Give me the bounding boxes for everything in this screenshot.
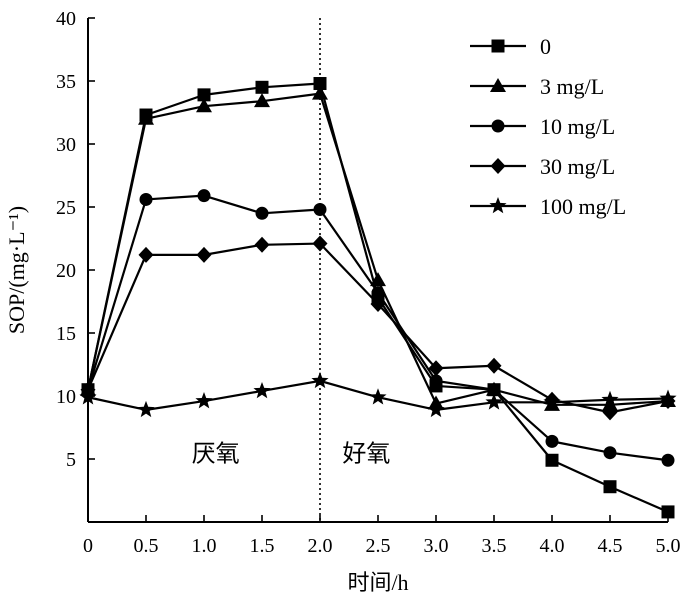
x-tick-label: 0.5 — [134, 535, 159, 557]
data-point-circle — [313, 203, 327, 217]
x-tick-label: 3.0 — [424, 535, 449, 557]
y-tick-label: 10 — [56, 386, 76, 408]
data-point-star — [79, 388, 97, 405]
legend-label: 10 mg/L — [540, 114, 615, 139]
data-point-circle — [139, 192, 153, 206]
series-line — [86, 92, 669, 406]
data-point-diamond — [370, 296, 386, 313]
x-tick-label: 1.5 — [250, 535, 275, 557]
data-point-star — [195, 392, 213, 409]
y-tick-label: 5 — [66, 449, 76, 471]
legend-item: 30 mg/L — [470, 154, 615, 179]
legend-marker-diamond — [490, 158, 506, 174]
data-point-circle — [429, 374, 443, 388]
data-point-diamond — [428, 360, 444, 377]
y-axis-title: SOP/(mg·L⁻¹) — [4, 206, 29, 334]
y-tick-label: 25 — [56, 197, 76, 219]
legend-item: 0 — [470, 34, 551, 59]
data-point-circle — [603, 446, 617, 460]
data-point-star — [485, 393, 503, 410]
x-tick-label: 2.5 — [366, 535, 391, 557]
data-point-star — [369, 388, 387, 405]
data-point-circle — [545, 434, 559, 448]
x-axis-title: 时间/h — [347, 570, 408, 595]
legend-label: 100 mg/L — [540, 194, 626, 219]
data-point-star — [311, 371, 329, 389]
data-point-circle — [255, 206, 269, 220]
x-tick-label: 4.0 — [540, 535, 565, 557]
data-point-circle — [661, 453, 675, 467]
legend-label: 0 — [540, 34, 551, 59]
data-point-square — [313, 77, 327, 91]
data-point-star — [427, 400, 445, 418]
data-point-triangle — [196, 98, 212, 113]
x-tick-label: 5.0 — [656, 535, 681, 557]
data-point-square — [255, 80, 269, 94]
data-point-star — [659, 389, 677, 406]
series-layer — [79, 77, 677, 519]
legend-item: 10 mg/L — [470, 114, 615, 139]
legend-label: 3 mg/L — [540, 74, 604, 99]
y-tick-label: 30 — [56, 134, 76, 156]
phase-annotation: 好氧 — [342, 441, 390, 468]
legend-item: 100 mg/L — [470, 194, 626, 219]
data-point-circle — [371, 286, 385, 300]
phase-annotation: 厌氧 — [192, 441, 240, 468]
legend-marker-triangle — [490, 78, 506, 92]
x-tick-label: 0 — [83, 535, 93, 557]
data-point-triangle — [312, 85, 328, 100]
series-star — [79, 371, 677, 418]
data-point-diamond — [602, 404, 618, 421]
y-tick-label: 35 — [56, 71, 76, 93]
data-point-star — [601, 390, 619, 408]
x-tick-label: 2.0 — [308, 535, 333, 557]
data-point-square — [661, 505, 675, 519]
data-point-triangle — [254, 93, 270, 108]
axes: 0 0.5 1.0 1.5 2.0 2.5 3.0 3.5 4.0 4.5 5.0 5 10 15 20 25… — [56, 8, 681, 557]
data-point-triangle — [370, 272, 386, 287]
y-tick-label: 40 — [56, 8, 76, 30]
data-point-diamond — [254, 236, 270, 253]
legend-marker-circle — [491, 119, 505, 133]
data-point-square — [197, 88, 211, 102]
data-point-circle — [197, 189, 211, 203]
series-circle — [81, 189, 675, 467]
data-point-star — [543, 393, 561, 410]
data-point-triangle — [602, 396, 618, 411]
x-tick-label: 1.0 — [192, 535, 217, 557]
data-point-diamond — [486, 357, 502, 374]
data-point-square — [545, 453, 559, 467]
x-tick-label: 3.5 — [482, 535, 507, 557]
data-point-circle — [487, 383, 501, 397]
data-point-triangle — [138, 110, 154, 125]
y-tick-label: 15 — [56, 323, 76, 345]
legend-item: 3 mg/L — [470, 74, 604, 99]
legend-label: 30 mg/L — [540, 154, 615, 179]
data-point-diamond — [138, 246, 154, 263]
data-point-star — [137, 400, 155, 418]
legend-marker-square — [491, 39, 505, 53]
data-point-square — [603, 480, 617, 494]
legend: 0 3 mg/L 10 mg/L 30 mg/L 100 mg/L — [470, 34, 626, 219]
y-tick-label: 20 — [56, 260, 76, 282]
series-line — [86, 242, 669, 414]
series-line — [86, 194, 669, 462]
data-point-diamond — [196, 246, 212, 263]
data-point-star — [253, 381, 271, 399]
x-tick-label: 4.5 — [598, 535, 623, 557]
data-point-diamond — [312, 235, 328, 252]
legend-marker-star — [489, 197, 507, 214]
